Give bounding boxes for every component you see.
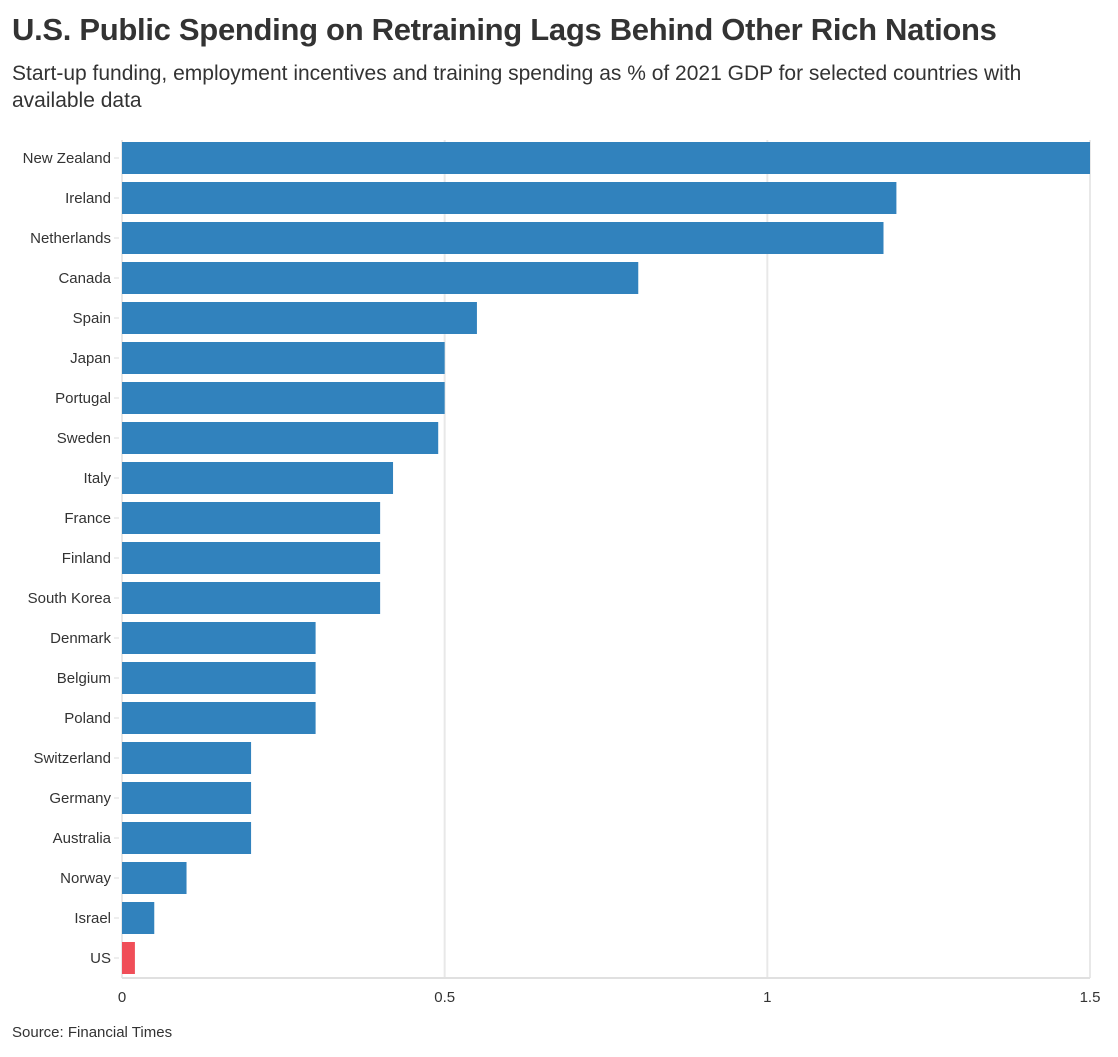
chart-title: U.S. Public Spending on Retraining Lags … bbox=[12, 12, 997, 47]
category-label: Netherlands bbox=[30, 230, 111, 247]
bar-poland bbox=[122, 702, 316, 734]
category-label: Finland bbox=[62, 550, 111, 567]
bar-finland bbox=[122, 542, 381, 574]
bar-us bbox=[122, 942, 135, 974]
bar-australia bbox=[122, 822, 252, 854]
category-label: Germany bbox=[49, 790, 111, 807]
bar-switzerland bbox=[122, 742, 252, 774]
category-label: US bbox=[90, 950, 111, 967]
x-tick-label: 0 bbox=[118, 989, 126, 1006]
category-label: Switzerland bbox=[33, 750, 111, 767]
x-tick-label: 0.5 bbox=[434, 989, 455, 1006]
bar-denmark bbox=[122, 622, 316, 654]
category-label: Sweden bbox=[57, 430, 111, 447]
chart-subtitle: Start-up funding, employment incentives … bbox=[12, 62, 1022, 112]
bar-new-zealand bbox=[122, 142, 1090, 174]
category-label: Portugal bbox=[55, 390, 111, 407]
bar-israel bbox=[122, 902, 155, 934]
bar-italy bbox=[122, 462, 394, 494]
category-label: Poland bbox=[64, 710, 111, 727]
x-tick-label: 1.5 bbox=[1080, 989, 1101, 1006]
category-label: France bbox=[64, 510, 111, 527]
category-label: Spain bbox=[73, 310, 111, 327]
bars bbox=[122, 142, 1090, 974]
x-tick-label: 1 bbox=[763, 989, 771, 1006]
x-axis: 0 0.5 1 1.5 bbox=[118, 977, 1101, 1006]
category-label: Australia bbox=[53, 830, 112, 847]
bar-germany bbox=[122, 782, 252, 814]
bar-south-korea bbox=[122, 582, 381, 614]
category-label: Israel bbox=[74, 910, 111, 927]
bar-japan bbox=[122, 342, 445, 374]
category-label: Italy bbox=[83, 470, 111, 487]
bar-ireland bbox=[122, 182, 897, 214]
category-label: Canada bbox=[58, 270, 111, 287]
category-label: New Zealand bbox=[23, 150, 111, 167]
bar-spain bbox=[122, 302, 477, 334]
category-label: Norway bbox=[60, 870, 111, 887]
source-note: Source: Financial Times bbox=[12, 1024, 173, 1041]
bar-canada bbox=[122, 262, 639, 294]
bar-france bbox=[122, 502, 381, 534]
category-label: Belgium bbox=[57, 670, 111, 687]
category-label: Japan bbox=[70, 350, 111, 367]
category-label: South Korea bbox=[28, 590, 112, 607]
bar-belgium bbox=[122, 662, 316, 694]
category-label: Ireland bbox=[65, 190, 111, 207]
bar-norway bbox=[122, 862, 187, 894]
bar-portugal bbox=[122, 382, 445, 414]
bar-sweden bbox=[122, 422, 439, 454]
category-labels: New Zealand Ireland Netherlands Canada Spain… bbox=[23, 150, 119, 967]
bar-netherlands bbox=[122, 222, 884, 254]
category-label: Denmark bbox=[50, 630, 111, 647]
